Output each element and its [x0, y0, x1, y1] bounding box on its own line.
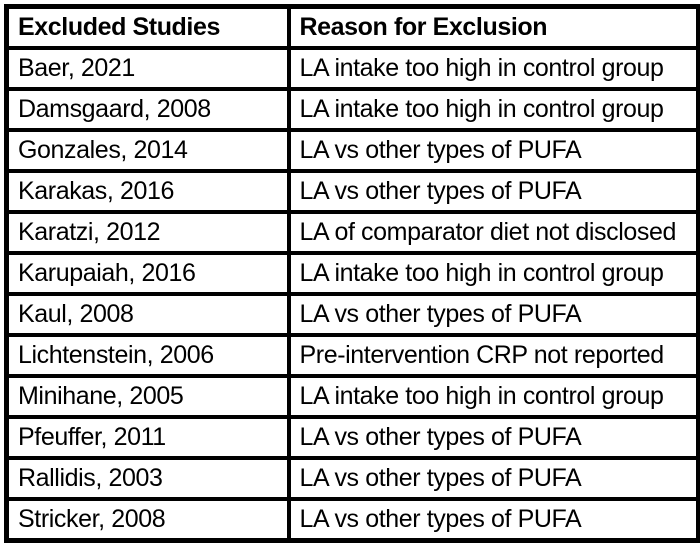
table-row: Damsgaard, 2008 LA intake too high in co… [4, 87, 700, 132]
reason-cell: LA intake too high in control group [286, 46, 700, 91]
study-cell: Stricker, 2008 [4, 497, 291, 543]
reason-cell: Pre-intervention CRP not reported [286, 333, 700, 378]
reason-cell: LA vs other types of PUFA [286, 169, 700, 214]
study-cell: Kaul, 2008 [4, 292, 291, 337]
table-row: Kaul, 2008 LA vs other types of PUFA [4, 292, 700, 337]
table-row: Gonzales, 2014 LA vs other types of PUFA [4, 128, 700, 173]
study-cell: Pfeuffer, 2011 [4, 415, 291, 460]
reason-cell: LA of comparator diet not disclosed [286, 210, 700, 255]
table-row: Karakas, 2016 LA vs other types of PUFA [4, 169, 700, 214]
reason-cell: LA intake too high in control group [286, 251, 700, 296]
study-cell: Karatzi, 2012 [4, 210, 291, 255]
study-cell: Karakas, 2016 [4, 169, 291, 214]
reason-cell: LA intake too high in control group [286, 87, 700, 132]
table-row: Baer, 2021 LA intake too high in control… [4, 46, 700, 91]
table-row: Rallidis, 2003 LA vs other types of PUFA [4, 456, 700, 501]
study-cell: Gonzales, 2014 [4, 128, 291, 173]
reason-cell: LA intake too high in control group [286, 374, 700, 419]
study-cell: Minihane, 2005 [4, 374, 291, 419]
header-reason-for-exclusion: Reason for Exclusion [286, 4, 700, 50]
table-header-row: Excluded Studies Reason for Exclusion [4, 4, 700, 50]
table-row: Karupaiah, 2016 LA intake too high in co… [4, 251, 700, 296]
reason-cell: LA vs other types of PUFA [286, 415, 700, 460]
reason-cell: LA vs other types of PUFA [286, 292, 700, 337]
study-cell: Damsgaard, 2008 [4, 87, 291, 132]
study-cell: Rallidis, 2003 [4, 456, 291, 501]
table-row: Lichtenstein, 2006 Pre-intervention CRP … [4, 333, 700, 378]
study-cell: Karupaiah, 2016 [4, 251, 291, 296]
study-cell: Lichtenstein, 2006 [4, 333, 291, 378]
excluded-studies-table-container: Excluded Studies Reason for Exclusion Ba… [4, 4, 700, 543]
table-row: Pfeuffer, 2011 LA vs other types of PUFA [4, 415, 700, 460]
reason-cell: LA vs other types of PUFA [286, 497, 700, 543]
table-row: Stricker, 2008 LA vs other types of PUFA [4, 497, 700, 543]
table-row: Karatzi, 2012 LA of comparator diet not … [4, 210, 700, 255]
table-row: Minihane, 2005 LA intake too high in con… [4, 374, 700, 419]
header-excluded-studies: Excluded Studies [4, 4, 291, 50]
excluded-studies-table: Excluded Studies Reason for Exclusion Ba… [4, 4, 700, 543]
study-cell: Baer, 2021 [4, 46, 291, 91]
reason-cell: LA vs other types of PUFA [286, 128, 700, 173]
reason-cell: LA vs other types of PUFA [286, 456, 700, 501]
